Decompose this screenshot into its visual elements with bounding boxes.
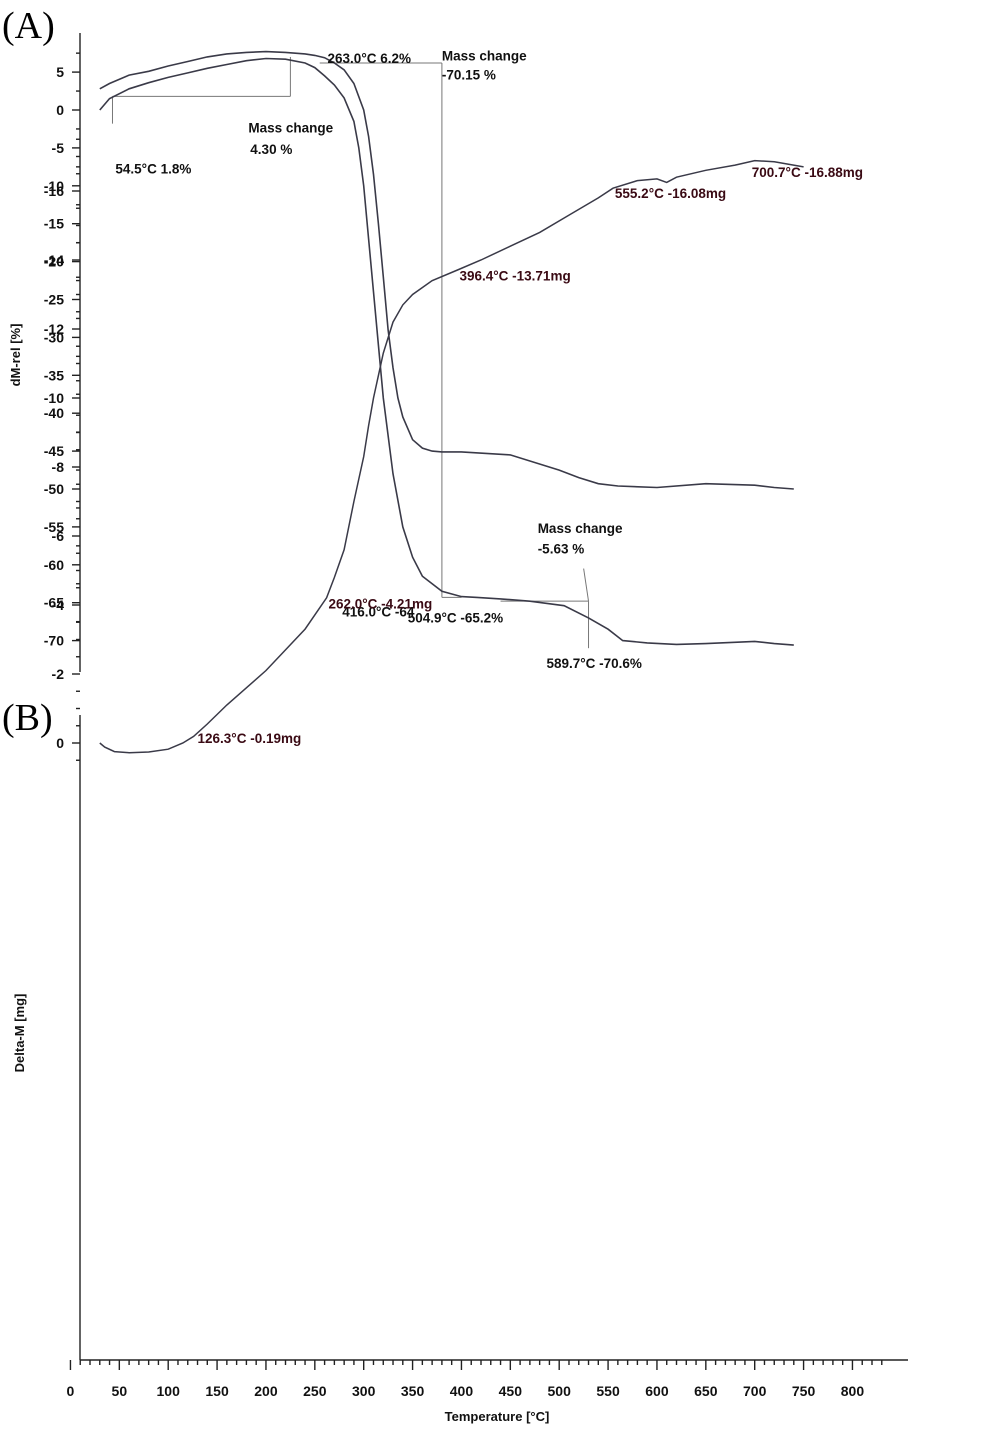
panel-a-y-tick-label: -45 (44, 443, 64, 459)
panel-a-y-tick-label: -35 (44, 367, 64, 383)
panel-a-annotation: 54.5°C 1.8% (115, 162, 191, 177)
panel-a-y-tick-label: -60 (44, 557, 64, 573)
panel-b-y-tick-label: 0 (56, 735, 64, 751)
panel-a-label: (A) (2, 5, 55, 47)
panel-a-y-tick-label: -15 (44, 216, 64, 232)
panel-b-x-tick-label: 100 (157, 1383, 181, 1399)
panel-a-curve-1 (99, 50, 794, 490)
panel-a-annotation: -5.63 % (538, 541, 585, 556)
panel-b-annotation: 700.7°C -16.88mg (752, 165, 863, 180)
panel-a-y-tick-label: -65 (44, 595, 64, 611)
panel-b-x-tick-label: 700 (743, 1383, 767, 1399)
panel-a-annotation: 4.30 % (250, 142, 292, 157)
panel-a-annotation: Mass change (538, 521, 623, 536)
panel-b-y-tick-label: -14 (44, 252, 64, 268)
panel-a-y-tick-label: 0 (56, 102, 64, 118)
panel-a-y-tick-label: -10 (44, 178, 64, 194)
panel-b-y-axis-title: Delta-M [mg] (12, 994, 27, 1073)
panel-b-y-tick-label: -6 (52, 528, 65, 544)
panel-b-label: (B) (2, 697, 53, 739)
panel-b-x-tick-label: 200 (254, 1383, 278, 1399)
panel-b-x-tick-label: 450 (499, 1383, 523, 1399)
panel-b-y-tick-label: -2 (52, 666, 65, 682)
panel-a-y-tick-label: 5 (56, 64, 64, 80)
panel-b-x-tick-label: 500 (548, 1383, 572, 1399)
panel-a-y-tick-label: -25 (44, 292, 64, 308)
panel-a-annotation: 504.9°C -65.2% (408, 610, 503, 625)
panel-b-x-tick-label: 650 (694, 1383, 718, 1399)
panel-a-annotation: -70.15 % (442, 68, 496, 83)
panel-b-x-tick-label: 300 (352, 1383, 376, 1399)
panel-b-x-axis-title: Temperature [°C] (445, 1409, 550, 1424)
panel-b-annotation: 555.2°C -16.08mg (615, 186, 726, 201)
panel-b-y-tick-label: -8 (52, 459, 65, 475)
panel-b-y-tick-label: -4 (52, 597, 65, 613)
panel-a-y-tick-label: -70 (44, 633, 64, 649)
panel-b-y-tick-label: -12 (44, 321, 64, 337)
panel-b-annotation: 396.4°C -13.71mg (459, 269, 570, 284)
panel-b-x-tick-label: 50 (112, 1383, 128, 1399)
panel-a-y-tick-label: -30 (44, 329, 64, 345)
panel-a-y-tick-label: -5 (52, 140, 65, 156)
panel-a-y-tick-label: -20 (44, 254, 64, 270)
panel-a-curve-2 (99, 57, 794, 646)
panel-b-x-tick-label: 550 (596, 1383, 620, 1399)
panel-a-plot: 50-5-10-15-20-25-30-35-40-45-50-55-60-65… (44, 33, 794, 672)
panel-a-annotation: Mass change (442, 49, 527, 64)
panel-b-x-tick-label: 350 (401, 1383, 425, 1399)
panel-a-y-axis-title: dM-rel [%] (8, 324, 23, 387)
panel-b-x-tick-label: 600 (645, 1383, 669, 1399)
panel-b-x-tick-label: 400 (450, 1383, 474, 1399)
panel-b-annotation: 126.3°C -0.19mg (198, 731, 302, 746)
panel-b-annotation: 262.0°C -4.21mg (329, 596, 433, 611)
panel-a-y-tick-label: -40 (44, 405, 64, 421)
panel-b-x-tick-label: 0 (67, 1383, 75, 1399)
panel-a-guide-line (583, 568, 590, 602)
panel-b-curve-1 (99, 159, 804, 754)
panel-b-x-tick-label: 150 (205, 1383, 229, 1399)
panel-a-annotation: 589.7°C -70.6% (546, 656, 641, 671)
panel-b-plot: 0 -2 -4 -6 -8 -10 -12 -14 -16 0 50 100 150 200 250 300 3… (44, 138, 908, 1399)
panel-a-annotation: 416.0°C -64 (342, 604, 415, 619)
panel-b-x-tick-label: 800 (841, 1383, 865, 1399)
panel-a-annotation: Mass change (248, 121, 333, 136)
panel-b-y-tick-label: -16 (44, 183, 64, 199)
panel-b-x-tick-label: 250 (303, 1383, 327, 1399)
panel-a-y-tick-label: -50 (44, 481, 64, 497)
panel-b-x-tick-label: 750 (792, 1383, 816, 1399)
panel-a-y-tick-label: -55 (44, 519, 64, 535)
panel-b-y-tick-label: -10 (44, 390, 64, 406)
panel-a-annotation: 263.0°C 6.2% (328, 51, 411, 66)
